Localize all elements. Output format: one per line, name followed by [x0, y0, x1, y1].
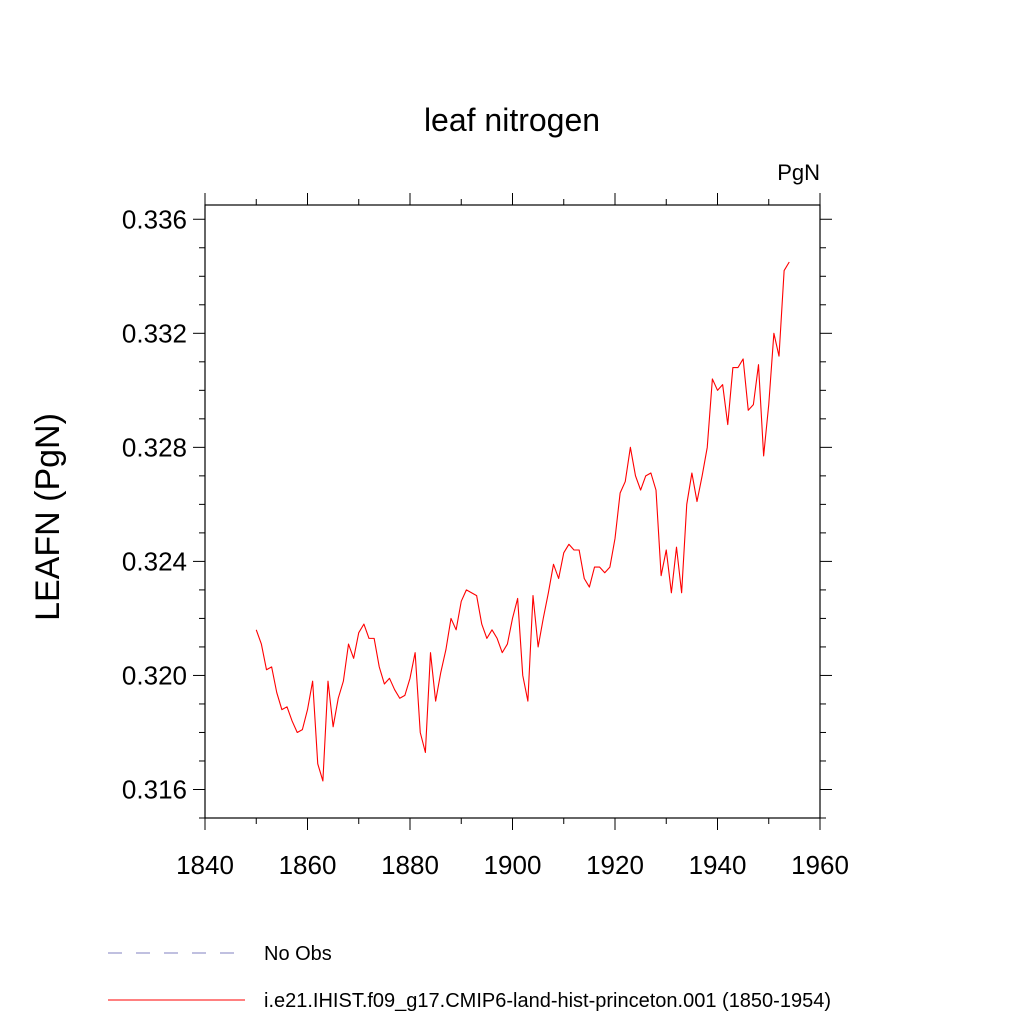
y-tick-label: 0.320	[122, 660, 187, 690]
y-tick-label: 0.316	[122, 774, 187, 804]
y-tick-label: 0.332	[122, 318, 187, 348]
legend-label-model: i.e21.IHIST.f09_g17.CMIP6-land-hist-prin…	[264, 990, 831, 1012]
legend: No Obs i.e21.IHIST.f09_g17.CMIP6-land-hi…	[108, 943, 831, 1012]
series-line	[255, 261, 790, 782]
y-tick-label: 0.336	[122, 204, 187, 234]
series-layer	[255, 261, 790, 782]
legend-label-no-obs: No Obs	[264, 943, 332, 965]
x-tick-label: 1880	[381, 850, 439, 880]
y-axis-label: LEAFN (PgN)	[29, 413, 67, 621]
x-tick-label: 1920	[586, 850, 644, 880]
y-tick-label: 0.328	[122, 432, 187, 462]
y-tick-label: 0.324	[122, 546, 187, 576]
x-tick-label: 1860	[279, 850, 337, 880]
x-tick-label: 1940	[689, 850, 747, 880]
chart-title: leaf nitrogen	[424, 102, 600, 138]
ticks-layer: 1840 1860 1880 1900 1920 1940 1960 0.316 0.320 0.…	[122, 193, 849, 880]
units-label: PgN	[777, 160, 820, 185]
x-tick-label: 1960	[791, 850, 849, 880]
plot-frame	[204, 204, 821, 819]
x-tick-label: 1900	[484, 850, 542, 880]
x-tick-label: 1840	[176, 850, 234, 880]
